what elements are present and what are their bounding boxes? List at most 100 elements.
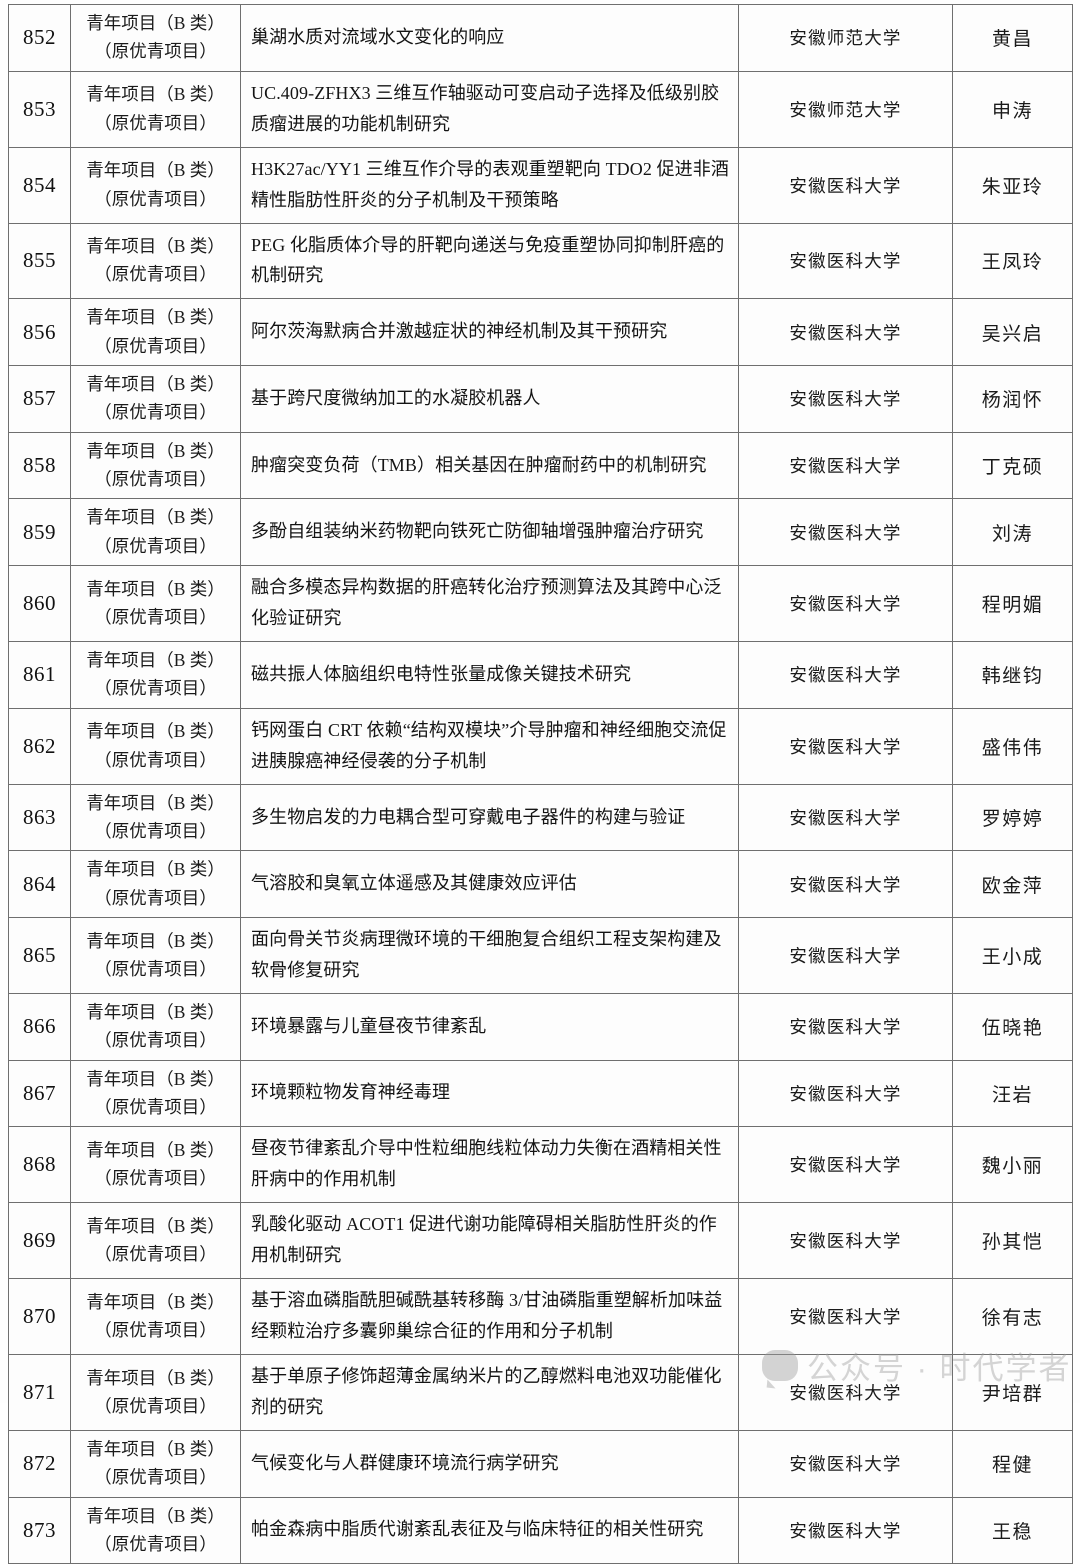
category-line-primary: 青年项目（B 类） [86,1438,225,1459]
cell-project-title: 巢湖水质对流域水文变化的响应 [240,4,739,72]
cell-host-institution: 安徽师范大学 [738,70,953,148]
cell-project-title: 磁共振人体脑组织电特性张量成像关键技术研究 [240,641,739,709]
table-row: 864 青年项目（B 类） （原优青项目） 气溶胶和臭氧立体遥感及其健康效应评估 安徽医… [8,850,1073,919]
table-row: 852 青年项目（B 类） （原优青项目） 巢湖水质对流域水文变化的响应 安徽师范大学黄… [8,4,1073,72]
cell-principal-investigator: 伍晓艳 [952,992,1073,1061]
category-line-secondary: （原优青项目） [94,1168,217,1189]
cell-principal-investigator: 朱亚玲 [952,146,1073,224]
cell-host-institution: 安徽医科大学 [738,992,953,1061]
cell-host-institution: 安徽医科大学 [738,498,953,567]
cell-project-category: 青年项目（B 类） （原优青项目） [70,783,241,852]
cell-principal-investigator: 欧金萍 [952,850,1073,919]
cell-principal-investigator: 盛伟伟 [952,707,1073,785]
cell-project-category: 青年项目（B 类） （原优青项目） [70,1354,241,1431]
cell-sequence-number: 873 [8,1496,71,1564]
cell-project-title: 多酚自组装纳米药物靶向铁死亡防御轴增强肿瘤治疗研究 [240,498,739,567]
cell-host-institution: 安徽医科大学 [738,1278,953,1356]
cell-principal-investigator: 徐有志 [952,1278,1073,1356]
document-page: 852 青年项目（B 类） （原优青项目） 巢湖水质对流域水文变化的响应 安徽师范大学黄… [0,0,1080,1403]
cell-project-title: 气溶胶和臭氧立体遥感及其健康效应评估 [240,850,739,919]
cell-principal-investigator: 程明媚 [952,565,1073,643]
category-line-primary: 青年项目（B 类） [86,1215,225,1236]
cell-sequence-number: 854 [8,146,71,224]
table-row: 854 青年项目（B 类） （原优青项目） H3K27ac/YY1 三维互作介导的表观… [8,146,1073,224]
cell-sequence-number: 853 [8,70,71,148]
category-line-primary: 青年项目（B 类） [86,440,225,461]
cell-project-title: 环境暴露与儿童昼夜节律紊乱 [240,992,739,1061]
table-row: 869 青年项目（B 类） （原优青项目） 乳酸化驱动 ACOT1 促进代谢功能障碍相… [8,1202,1073,1280]
cell-host-institution: 安徽师范大学 [738,4,953,72]
table-row: 873 青年项目（B 类） （原优青项目） 帕金森病中脂质代谢紊乱表征及与临床特征的相… [8,1496,1073,1564]
cell-project-title: 帕金森病中脂质代谢紊乱表征及与临床特征的相关性研究 [240,1496,739,1564]
table-row: 858 青年项目（B 类） （原优青项目） 肿瘤突变负荷（TMB）相关基因在肿瘤耐药中… [8,431,1073,500]
cell-project-title: 基于跨尺度微纳加工的水凝胶机器人 [240,365,739,433]
table-row: 862 青年项目（B 类） （原优青项目） 钙网蛋白 CRT 依赖“结构双模块”介导肿… [8,707,1073,785]
cell-host-institution: 安徽医科大学 [738,1059,953,1128]
cell-sequence-number: 864 [8,850,71,919]
table-row: 855 青年项目（B 类） （原优青项目） PEG 化脂质体介导的肝靶向递送与免疫重塑… [8,222,1073,300]
cell-sequence-number: 863 [8,783,71,852]
cell-project-category: 青年项目（B 类） （原优青项目） [70,1126,241,1204]
cell-project-category: 青年项目（B 类） （原优青项目） [70,222,241,300]
cell-project-category: 青年项目（B 类） （原优青项目） [70,1202,241,1280]
category-line-secondary: （原优青项目） [94,821,217,841]
category-line-secondary: （原优青项目） [94,958,217,979]
table-row: 857 青年项目（B 类） （原优青项目） 基于跨尺度微纳加工的水凝胶机器人 安徽医科大… [8,365,1073,433]
cell-project-title: 面向骨关节炎病理微环境的干细胞复合组织工程支架构建及软骨修复研究 [240,917,739,994]
cell-project-title: 乳酸化驱动 ACOT1 促进代谢功能障碍相关脂肪性肝炎的作用机制研究 [240,1202,739,1280]
cell-sequence-number: 866 [8,992,71,1061]
cell-host-institution: 安徽医科大学 [738,1126,953,1204]
cell-project-category: 青年项目（B 类） （原优青项目） [70,565,241,643]
table-row: 856 青年项目（B 类） （原优青项目） 阿尔茨海默病合并激越症状的神经机制及其干预… [8,298,1073,367]
category-line-secondary: （原优青项目） [94,607,217,628]
cell-host-institution: 安徽医科大学 [738,850,953,919]
category-line-secondary: （原优青项目） [94,1320,217,1341]
table-row: 867 青年项目（B 类） （原优青项目） 环境颗粒物发育神经毒理 安徽医科大学 汪岩 [8,1059,1073,1128]
cell-sequence-number: 859 [8,498,71,567]
cell-principal-investigator: 韩继钧 [952,641,1073,709]
cell-host-institution: 安徽医科大学 [738,707,953,785]
cell-project-title: 融合多模态异构数据的肝癌转化治疗预测算法及其跨中心泛化验证研究 [240,565,739,643]
cell-sequence-number: 871 [8,1354,71,1431]
category-line-primary: 青年项目（B 类） [86,1068,225,1089]
cell-sequence-number: 865 [8,917,71,994]
cell-project-title: 多生物启发的力电耦合型可穿戴电子器件的构建与验证 [240,783,739,852]
category-line-primary: 青年项目（B 类） [86,307,225,328]
category-line-secondary: （原优青项目） [94,1395,217,1416]
cell-project-category: 青年项目（B 类） （原优青项目） [70,1059,241,1128]
cell-principal-investigator: 王小成 [952,917,1073,994]
category-line-primary: 青年项目（B 类） [86,507,225,528]
cell-sequence-number: 858 [8,431,71,500]
category-line-secondary: （原优青项目） [94,41,217,62]
cell-project-title: 基于单原子修饰超薄金属纳米片的乙醇燃料电池双功能催化剂的研究 [240,1354,739,1431]
cell-project-title: 基于溶血磷脂酰胆碱酰基转移酶 3/甘油磷脂重塑解析加味益经颗粒治疗多囊卵巢综合征… [240,1278,739,1356]
cell-sequence-number: 857 [8,365,71,433]
cell-sequence-number: 869 [8,1202,71,1280]
cell-host-institution: 安徽医科大学 [738,431,953,500]
cell-project-category: 青年项目（B 类） （原优青项目） [70,146,241,224]
table-row: 861 青年项目（B 类） （原优青项目） 磁共振人体脑组织电特性张量成像关键技术研究… [8,641,1073,709]
category-line-secondary: （原优青项目） [94,264,217,285]
category-line-primary: 青年项目（B 类） [86,160,225,181]
cell-sequence-number: 855 [8,222,71,300]
cell-principal-investigator: 王稳 [952,1496,1073,1564]
category-line-secondary: （原优青项目） [94,1467,217,1488]
cell-host-institution: 安徽医科大学 [738,1202,953,1280]
category-line-secondary: （原优青项目） [94,112,217,133]
category-line-primary: 青年项目（B 类） [86,721,225,742]
table-row: 859 青年项目（B 类） （原优青项目） 多酚自组装纳米药物靶向铁死亡防御轴增强肿瘤… [8,498,1073,567]
cell-host-institution: 安徽医科大学 [738,565,953,643]
cell-project-title: PEG 化脂质体介导的肝靶向递送与免疫重塑协同抑制肝癌的机制研究 [240,222,739,300]
cell-host-institution: 安徽医科大学 [738,917,953,994]
cell-sequence-number: 870 [8,1278,71,1356]
cell-project-title: 钙网蛋白 CRT 依赖“结构双模块”介导肿瘤和神经细胞交流促进胰腺癌神经侵袭的分… [240,707,739,785]
cell-project-category: 青年项目（B 类） （原优青项目） [70,1496,241,1564]
cell-host-institution: 安徽医科大学 [738,1496,953,1564]
category-line-secondary: （原优青项目） [94,1030,217,1051]
cell-sequence-number: 860 [8,565,71,643]
cell-project-category: 青年项目（B 类） （原优青项目） [70,850,241,919]
grant-approval-table: 852 青年项目（B 类） （原优青项目） 巢湖水质对流域水文变化的响应 安徽师范大学黄… [8,4,1073,1564]
cell-principal-investigator: 程健 [952,1429,1073,1498]
table-row: 871 青年项目（B 类） （原优青项目） 基于单原子修饰超薄金属纳米片的乙醇燃料电池… [8,1354,1073,1431]
category-line-secondary: （原优青项目） [94,749,217,770]
